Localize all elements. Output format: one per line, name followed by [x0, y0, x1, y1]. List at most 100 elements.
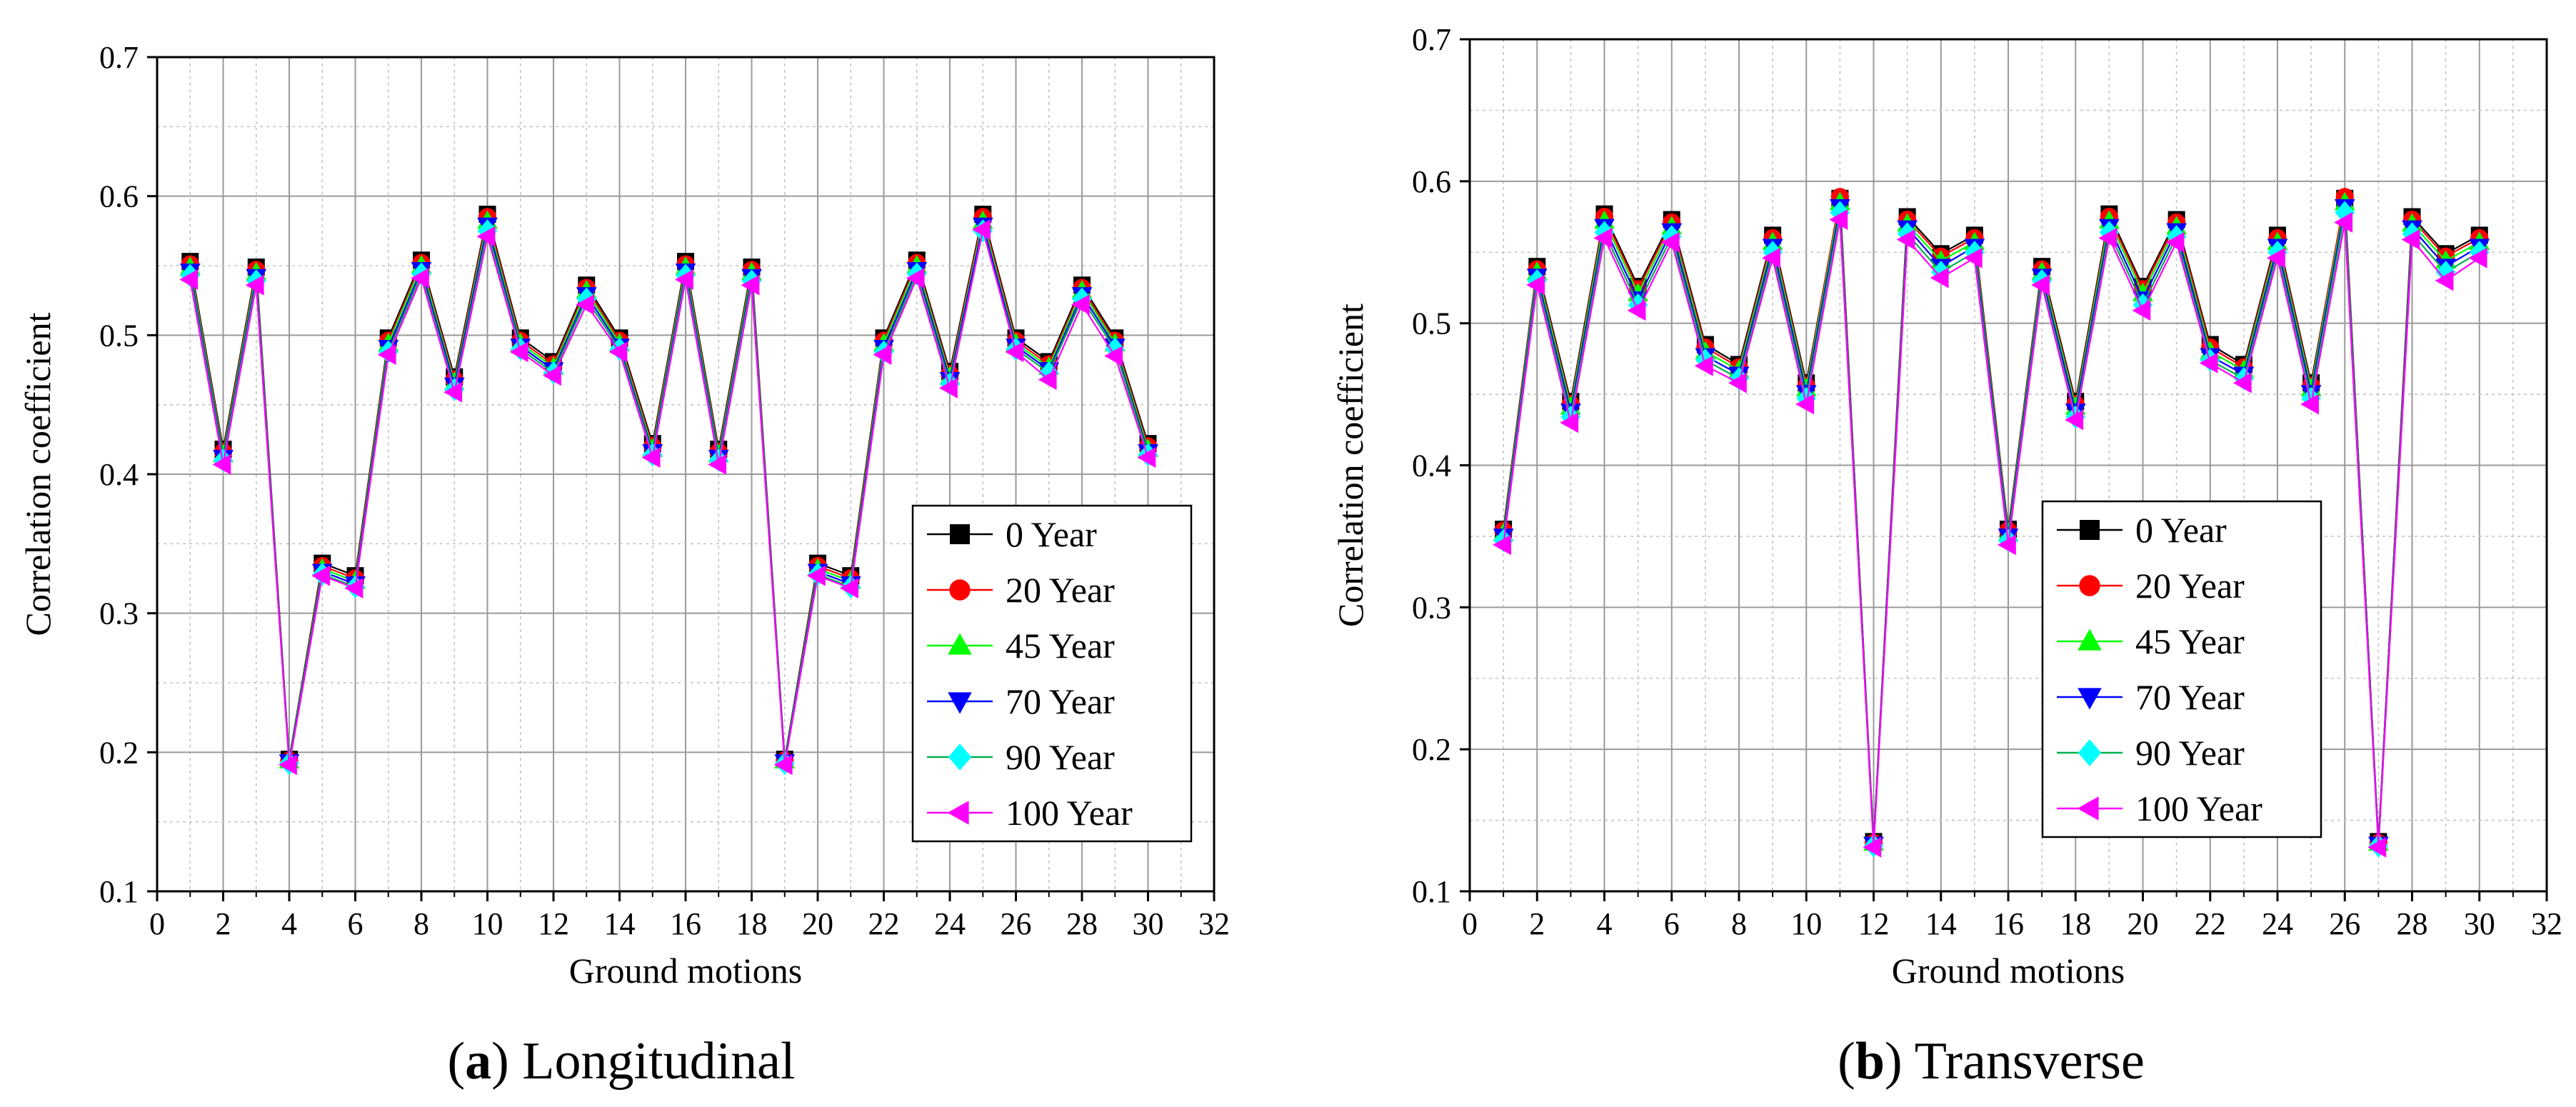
data-point	[1660, 231, 1680, 253]
data-point	[212, 454, 231, 475]
x-tick-label: 24	[2262, 906, 2293, 941]
data-point	[608, 341, 628, 363]
series-line	[1503, 219, 2480, 848]
x-tick-label: 16	[1993, 906, 2024, 941]
y-axis-title: Correlation coefficient	[18, 312, 58, 636]
data-point	[2031, 274, 2050, 296]
legend-label: 20 Year	[1006, 570, 1115, 610]
legend-swatch-marker	[2080, 520, 2100, 540]
legend-label: 70 Year	[2135, 677, 2245, 717]
legend-entry: 0 Year	[2057, 510, 2227, 550]
series-line	[1503, 196, 2480, 843]
data-point	[807, 565, 826, 586]
caption-open-paren: (	[447, 1032, 465, 1091]
axis-ticks: 0 2 4 6 8 10 12 14 16 18 20 22 24 26 28 30 320.10.20.30.…	[99, 40, 1230, 941]
series-100-year	[1493, 209, 2487, 858]
x-tick-label: 10	[472, 906, 503, 941]
legend-label: 100 Year	[2135, 788, 2262, 828]
data-point	[2065, 409, 2084, 431]
series-line	[1503, 212, 2480, 846]
x-tick-label: 20	[2128, 906, 2159, 941]
x-tick-label: 8	[1731, 906, 1747, 941]
legend-entry: 90 Year	[927, 737, 1115, 777]
data-point	[741, 274, 760, 296]
x-tick-label: 6	[348, 906, 364, 941]
panel-label: b	[1855, 1032, 1885, 1091]
x-tick-label: 18	[2060, 906, 2091, 941]
legend-label: 45 Year	[2135, 621, 2245, 661]
x-tick-label: 20	[802, 906, 833, 941]
caption-open-paren: (	[1838, 1032, 1855, 1091]
x-tick-label: 22	[2195, 906, 2226, 941]
series-line	[1503, 198, 2480, 842]
data-point	[1104, 346, 1123, 366]
x-tick-label: 30	[2464, 906, 2495, 941]
data-point	[972, 219, 991, 240]
data-point	[2435, 270, 2454, 291]
data-point	[377, 344, 396, 365]
data-point	[1896, 229, 1915, 250]
series-line	[1503, 202, 2480, 843]
data-point	[641, 447, 661, 469]
data-point	[245, 274, 264, 296]
y-tick-label: 0.3	[99, 596, 139, 631]
x-tick-label: 14	[1925, 906, 1957, 941]
legend-label: 45 Year	[1006, 626, 1115, 666]
data-point	[1762, 247, 1780, 269]
legend-box	[2041, 500, 2322, 838]
data-point	[1863, 836, 1882, 858]
panel-caption: (b) Transverse	[1838, 1032, 2145, 1091]
data-point	[2098, 227, 2118, 249]
x-tick-label: 4	[1597, 906, 1613, 941]
x-tick-label: 28	[2397, 906, 2428, 941]
data-point	[2468, 247, 2487, 269]
data-point	[443, 381, 463, 403]
legend-label: 100 Year	[1006, 793, 1133, 833]
y-tick-label: 0.7	[1412, 22, 1451, 57]
legend-swatch-marker	[2078, 628, 2102, 651]
data-point	[1526, 274, 1545, 296]
data-point	[1998, 534, 2016, 556]
legend-entry: 45 Year	[927, 626, 1115, 666]
legend-label: 90 Year	[2135, 733, 2245, 773]
panel-label: a	[465, 1032, 491, 1091]
data-point	[344, 578, 364, 599]
x-axis-title: Ground motions	[1892, 951, 2125, 991]
x-tick-label: 18	[736, 906, 768, 941]
legend-entry: 100 Year	[2057, 788, 2262, 828]
series-100-year	[179, 219, 1156, 776]
x-tick-label: 8	[414, 906, 429, 941]
data-point	[1038, 369, 1057, 391]
series-group	[1493, 188, 2490, 858]
x-tick-label: 6	[1664, 906, 1680, 941]
data-point	[906, 268, 925, 289]
panel-caption: (a) Longitudinal	[447, 1032, 795, 1091]
data-point	[2132, 300, 2151, 321]
series-group	[179, 205, 1158, 776]
y-tick-label: 0.5	[1412, 306, 1451, 341]
x-tick-label: 4	[281, 906, 297, 941]
data-point	[1694, 355, 1713, 376]
data-point	[2199, 352, 2218, 374]
data-point	[1795, 394, 1815, 415]
legend-entry: 70 Year	[927, 681, 1115, 721]
legend-swatch-marker	[949, 579, 971, 601]
legend-swatch-marker	[2077, 796, 2099, 821]
y-tick-label: 0.2	[99, 735, 139, 770]
legend-label: 0 Year	[2135, 510, 2227, 550]
y-tick-label: 0.7	[99, 40, 139, 75]
x-tick-label: 2	[216, 906, 231, 941]
data-point	[576, 294, 595, 315]
legend-swatch-marker	[948, 692, 972, 714]
data-point	[1963, 247, 1983, 269]
legend-label: 0 Year	[1006, 514, 1097, 554]
x-tick-label: 0	[149, 906, 165, 941]
data-point	[2401, 229, 2420, 250]
data-point	[1829, 209, 1848, 230]
legend: 0 Year 20 Year 45 Year 70 Year 90 Year 100 Ye…	[2041, 500, 2322, 838]
legend-swatch-marker	[948, 743, 972, 771]
legend-swatch-marker	[948, 633, 972, 655]
x-tick-label: 16	[670, 906, 701, 941]
x-tick-label: 30	[1133, 906, 1164, 941]
